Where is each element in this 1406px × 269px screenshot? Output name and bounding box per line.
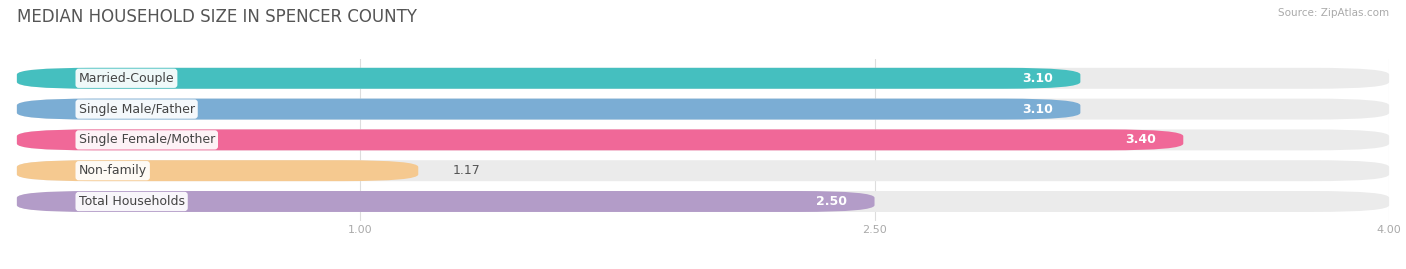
Text: 3.10: 3.10 (1022, 102, 1053, 116)
Text: 2.50: 2.50 (815, 195, 846, 208)
Text: Married-Couple: Married-Couple (79, 72, 174, 85)
FancyBboxPatch shape (17, 99, 1389, 119)
FancyBboxPatch shape (17, 68, 1389, 89)
Text: 3.40: 3.40 (1125, 133, 1156, 146)
FancyBboxPatch shape (17, 160, 418, 181)
Text: Single Female/Mother: Single Female/Mother (79, 133, 215, 146)
Text: Non-family: Non-family (79, 164, 146, 177)
Text: 1.17: 1.17 (453, 164, 481, 177)
Text: Source: ZipAtlas.com: Source: ZipAtlas.com (1278, 8, 1389, 18)
FancyBboxPatch shape (17, 129, 1184, 150)
FancyBboxPatch shape (17, 160, 1389, 181)
FancyBboxPatch shape (17, 191, 875, 212)
FancyBboxPatch shape (17, 99, 1080, 119)
Text: 3.10: 3.10 (1022, 72, 1053, 85)
Text: Single Male/Father: Single Male/Father (79, 102, 194, 116)
Text: MEDIAN HOUSEHOLD SIZE IN SPENCER COUNTY: MEDIAN HOUSEHOLD SIZE IN SPENCER COUNTY (17, 8, 416, 26)
FancyBboxPatch shape (17, 68, 1080, 89)
FancyBboxPatch shape (17, 191, 1389, 212)
Text: Total Households: Total Households (79, 195, 184, 208)
FancyBboxPatch shape (17, 129, 1389, 150)
